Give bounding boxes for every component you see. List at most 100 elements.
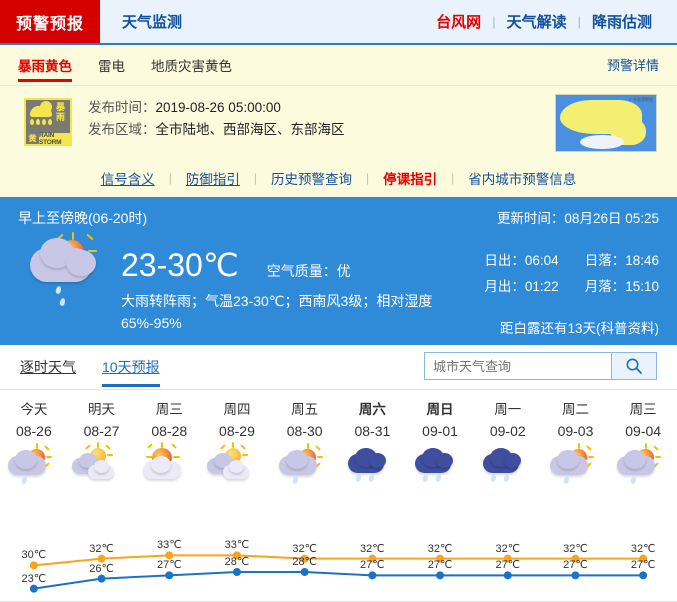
- brand-logo[interactable]: 预警预报: [0, 0, 100, 43]
- low-temp-label: 26℃: [89, 562, 114, 575]
- forecast-day-name: 周四: [223, 402, 251, 417]
- search-button[interactable]: [611, 353, 656, 379]
- alert-detail-link[interactable]: 预警详情: [606, 58, 659, 73]
- current-period-title: 早上至傍晚(06-20时): [18, 210, 148, 226]
- forecast-day-column[interactable]: 周六 08-31: [339, 400, 407, 492]
- forecast-day-name: 周一: [494, 402, 522, 417]
- forecast-day-column[interactable]: 明天 08-27: [68, 400, 136, 492]
- tab-ten-day-forecast[interactable]: 10天预报: [102, 347, 160, 387]
- forecast-day-column[interactable]: 周一 09-02: [474, 400, 542, 492]
- badge-english: RAIN STORM: [39, 132, 70, 146]
- current-info: 23-30℃ 空气质量：优 大雨转阵雨；气温23-30℃；西南风3级；相对湿度6…: [121, 234, 441, 334]
- forecast-day-column[interactable]: 周三 09-04: [609, 400, 677, 492]
- current-temp-row: 23-30℃ 空气质量：优: [121, 246, 441, 284]
- temperature-chart-svg: [29, 551, 648, 593]
- forecast-day-date: 09-01: [422, 423, 458, 439]
- forecast-day-column[interactable]: 周三 08-28: [135, 400, 203, 492]
- high-temp-point: [571, 554, 580, 563]
- sun-cloud-icon: [68, 442, 136, 492]
- low-temp-label: 27℃: [630, 559, 656, 572]
- forecast-day-date: 08-29: [219, 423, 255, 439]
- forecast-day-date: 08-27: [83, 423, 120, 439]
- link-separator: |: [168, 171, 172, 185]
- low-temp-point: [232, 568, 241, 576]
- alert-tab-thunder[interactable]: 雷电: [98, 58, 125, 74]
- alert-link-defense-guide[interactable]: 防御指引: [185, 172, 240, 187]
- moonrise-value: 01:22: [524, 279, 559, 294]
- low-temp-point: [29, 584, 38, 593]
- nav-item-weather-analysis[interactable]: 天气解读: [506, 14, 567, 31]
- topnav-left-group: 天气监测: [100, 0, 182, 43]
- forecast-day-name: 周日: [426, 402, 454, 417]
- current-main: 23-30℃ 空气质量：优 大雨转阵雨；气温23-30℃；西南风3级；相对湿度6…: [0, 228, 677, 334]
- alert-link-history-query[interactable]: 历史预警查询: [271, 172, 352, 187]
- forecast-day-date: 08-26: [15, 423, 52, 439]
- alert-body: 暴雨 黄 RAIN STORM 发布时间：2019-08-26 05:00:00…: [0, 86, 677, 162]
- tab-hourly-weather[interactable]: 逐时天气: [20, 359, 76, 375]
- sun-cloud-rain-icon: [0, 443, 68, 492]
- alert-issue-time-value: 2019-08-26 05:00:00: [155, 100, 281, 115]
- badge-level: 黄: [28, 134, 37, 143]
- alert-tab-rainstorm-yellow[interactable]: 暴雨黄色: [18, 55, 72, 82]
- sunrise-label: 日出：: [484, 253, 525, 268]
- low-temp-label: 27℃: [495, 559, 521, 572]
- moonset-cell: 月落：15:10: [585, 275, 659, 295]
- forecast-day-column[interactable]: 周日 09-01: [406, 400, 474, 492]
- low-temp-point: [300, 568, 309, 576]
- high-temp-point: [232, 551, 241, 560]
- air-quality-value: 优: [336, 263, 351, 279]
- solar-term-note[interactable]: 距白露还有13天(科普资料): [499, 321, 659, 336]
- forecast-day-name: 明天: [88, 402, 116, 417]
- forecast-day-date: 08-30: [286, 423, 323, 439]
- forecast-day-column[interactable]: 周二 09-03: [542, 400, 610, 492]
- alert-issue-time-row: 发布时间：2019-08-26 05:00:00: [88, 97, 345, 119]
- current-weather-panel: 早上至傍晚(06-20时): [0, 197, 677, 345]
- link-separator: |: [451, 171, 455, 185]
- high-temp-label: 32℃: [630, 542, 656, 555]
- heavy-rain-cloud-icon: [406, 448, 474, 492]
- current-temperature: 23-30℃: [121, 247, 239, 283]
- alert-link-province-warnings[interactable]: 省内城市预警信息: [468, 172, 577, 187]
- moonrise-cell: 月出：01:22: [484, 275, 558, 295]
- link-separator: |: [253, 171, 257, 185]
- low-temp-label: 23℃: [21, 572, 47, 585]
- search-input[interactable]: [425, 353, 611, 379]
- high-temp-label: 32℃: [427, 542, 453, 555]
- alert-text-block: 发布时间：2019-08-26 05:00:00 发布区域：全市陆地、西部海区、…: [88, 96, 345, 158]
- alert-region-label: 发布区域：: [88, 122, 156, 137]
- forecast-day-column[interactable]: 今天 08-26: [0, 400, 68, 492]
- high-temp-label: 32℃: [495, 542, 521, 555]
- high-temp-point: [300, 554, 309, 563]
- update-time-label: 更新时间：: [496, 211, 565, 226]
- city-search-box: [424, 352, 657, 380]
- moonset-label: 月落：: [584, 279, 626, 294]
- forecast-day-column[interactable]: 周五 08-30: [271, 400, 339, 492]
- low-temp-point: [165, 571, 174, 580]
- nav-item-weather-monitor[interactable]: 天气监测: [122, 14, 183, 31]
- alert-link-signal-meaning[interactable]: 信号含义: [100, 172, 155, 187]
- forecast-day-column[interactable]: 周四 08-29: [203, 400, 271, 492]
- high-temp-label: 32℃: [360, 542, 385, 555]
- sunrise-cell: 日出：06:04: [484, 249, 558, 269]
- forecast-day-columns: 今天 08-26 明天 08-27 周三 08-28 周四 08-29 周五 08-30 周六 08-…: [0, 390, 677, 492]
- alert-tab-list: 暴雨黄色 雷电 地质灾害黄色 预警详情: [0, 45, 677, 86]
- alert-region-value: 全市陆地、西部海区、东部海区: [155, 122, 345, 137]
- nav-item-typhoon[interactable]: 台风网: [436, 14, 482, 31]
- forecast-day-date: 09-03: [557, 423, 594, 439]
- sunset-cell: 日落：18:46: [585, 249, 659, 269]
- alert-tab-geohazard-yellow[interactable]: 地质灾害黄色: [151, 58, 232, 74]
- badge-footer: 黄 RAIN STORM: [26, 132, 70, 146]
- high-temp-point: [97, 554, 106, 563]
- high-temp-point: [639, 554, 648, 563]
- low-temp-label: 27℃: [360, 559, 385, 572]
- high-temp-point: [29, 561, 38, 570]
- warning-map-thumbnail[interactable]: 广东省预警图: [555, 94, 657, 152]
- high-temp-label: 32℃: [292, 542, 317, 555]
- alert-link-class-suspension[interactable]: 停课指引: [383, 172, 438, 187]
- sunset-label: 日落：: [584, 253, 626, 268]
- forecast-day-name: 周六: [358, 402, 386, 417]
- moonrise-moonset-row: 月出：01:22 月落：15:10: [439, 275, 659, 295]
- sunset-value: 18:46: [625, 253, 659, 268]
- nav-item-rain-estimate[interactable]: 降雨估测: [591, 14, 652, 31]
- high-temp-label: 32℃: [563, 542, 588, 555]
